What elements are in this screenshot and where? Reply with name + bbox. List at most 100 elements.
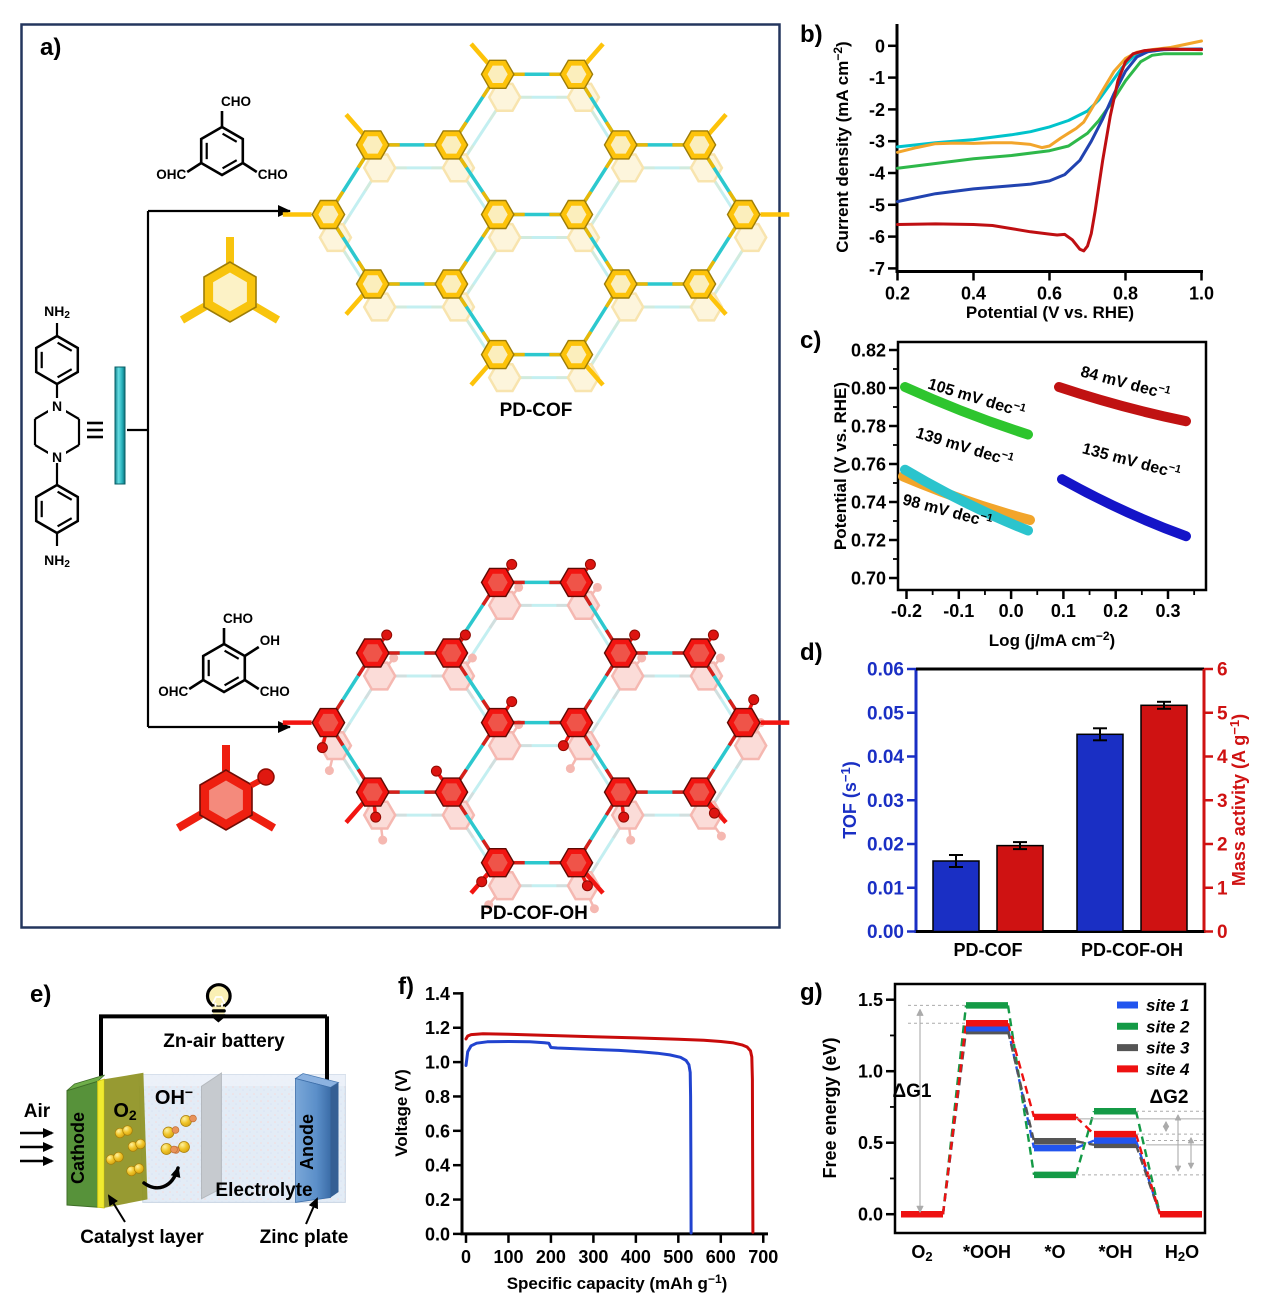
svg-text:1.0: 1.0 bbox=[1189, 284, 1214, 304]
svg-text:N: N bbox=[52, 398, 62, 414]
svg-text:0: 0 bbox=[461, 1247, 471, 1267]
svg-text:-7: -7 bbox=[869, 259, 885, 279]
svg-text:e): e) bbox=[30, 981, 51, 1008]
svg-text:Potential (V vs. RHE): Potential (V vs. RHE) bbox=[966, 303, 1134, 322]
svg-text:site 1: site 1 bbox=[1146, 996, 1189, 1015]
svg-text:0.70: 0.70 bbox=[851, 569, 886, 589]
svg-text:0: 0 bbox=[1217, 922, 1228, 943]
svg-text:site 3: site 3 bbox=[1146, 1039, 1190, 1058]
svg-text:0.80: 0.80 bbox=[851, 379, 886, 399]
svg-text:0.1: 0.1 bbox=[1051, 601, 1076, 621]
svg-text:0.04: 0.04 bbox=[867, 747, 904, 768]
svg-text:PD-COF: PD-COF bbox=[500, 400, 573, 421]
svg-text:-4: -4 bbox=[869, 164, 885, 184]
svg-text:H2O: H2O bbox=[1165, 1242, 1199, 1264]
svg-text:0.2: 0.2 bbox=[885, 284, 910, 304]
svg-text:0.01: 0.01 bbox=[867, 878, 904, 899]
svg-text:3: 3 bbox=[1217, 791, 1228, 812]
svg-text:0.82: 0.82 bbox=[851, 341, 886, 361]
svg-text:Zn-air battery: Zn-air battery bbox=[163, 1031, 285, 1052]
svg-text:Potential (V vs. RHE): Potential (V vs. RHE) bbox=[831, 382, 850, 550]
svg-text:1.0: 1.0 bbox=[858, 1062, 883, 1082]
svg-text:CHO: CHO bbox=[223, 611, 253, 626]
svg-text:200: 200 bbox=[536, 1247, 566, 1267]
svg-text:4: 4 bbox=[1217, 747, 1228, 768]
svg-text:0.8: 0.8 bbox=[1113, 284, 1138, 304]
svg-text:-3: -3 bbox=[869, 132, 885, 152]
svg-text:N: N bbox=[52, 449, 62, 465]
svg-text:CHO: CHO bbox=[260, 684, 290, 699]
svg-text:0.6: 0.6 bbox=[425, 1121, 450, 1141]
svg-text:0.03: 0.03 bbox=[867, 791, 904, 812]
svg-text:d): d) bbox=[800, 639, 823, 666]
svg-text:100: 100 bbox=[493, 1247, 523, 1267]
svg-text:Zinc plate: Zinc plate bbox=[260, 1227, 349, 1248]
svg-text:700: 700 bbox=[748, 1247, 778, 1267]
svg-text:400: 400 bbox=[621, 1247, 651, 1267]
svg-text:0.3: 0.3 bbox=[1155, 601, 1180, 621]
svg-text:a): a) bbox=[40, 34, 61, 61]
svg-text:OHC: OHC bbox=[156, 167, 186, 182]
svg-text:0: 0 bbox=[875, 36, 885, 56]
svg-text:6: 6 bbox=[1217, 660, 1228, 681]
svg-text:site 4: site 4 bbox=[1146, 1060, 1190, 1079]
svg-text:1: 1 bbox=[1217, 878, 1228, 899]
svg-text:TOF (s−1): TOF (s−1) bbox=[838, 761, 860, 839]
svg-text:2: 2 bbox=[1217, 835, 1228, 856]
svg-text:OHC: OHC bbox=[158, 684, 188, 699]
svg-text:0.2: 0.2 bbox=[1103, 601, 1128, 621]
svg-text:0.0: 0.0 bbox=[425, 1224, 450, 1244]
svg-text:-5: -5 bbox=[869, 195, 885, 215]
svg-text:f): f) bbox=[398, 973, 414, 1000]
svg-text:1.2: 1.2 bbox=[425, 1018, 450, 1038]
svg-text:0.0: 0.0 bbox=[999, 601, 1024, 621]
svg-text:Log (j/mA cm−2): Log (j/mA cm−2) bbox=[989, 629, 1115, 650]
svg-text:PD-COF-OH: PD-COF-OH bbox=[480, 903, 588, 924]
svg-text:Catalyst layer: Catalyst layer bbox=[80, 1227, 204, 1248]
svg-text:CHO: CHO bbox=[258, 167, 288, 182]
svg-text:Current density (mA cm−2): Current density (mA cm−2) bbox=[831, 41, 852, 252]
svg-text:Air: Air bbox=[24, 1101, 51, 1122]
svg-text:Voltage (V): Voltage (V) bbox=[392, 1069, 411, 1157]
svg-text:0.0: 0.0 bbox=[858, 1205, 883, 1225]
svg-text:NH2: NH2 bbox=[44, 303, 70, 321]
svg-text:O2: O2 bbox=[911, 1242, 932, 1264]
svg-text:1.0: 1.0 bbox=[425, 1053, 450, 1073]
svg-text:5: 5 bbox=[1217, 703, 1228, 724]
svg-text:-0.2: -0.2 bbox=[891, 601, 922, 621]
svg-text:OH: OH bbox=[260, 633, 280, 648]
svg-text:b): b) bbox=[800, 21, 823, 48]
svg-text:ΔG2: ΔG2 bbox=[1149, 1087, 1188, 1108]
svg-text:-6: -6 bbox=[869, 227, 885, 247]
svg-text:PD-COF: PD-COF bbox=[954, 940, 1023, 960]
svg-text:600: 600 bbox=[706, 1247, 736, 1267]
svg-text:ΔG1: ΔG1 bbox=[892, 1081, 931, 1102]
svg-text:-1: -1 bbox=[869, 68, 885, 88]
svg-text:300: 300 bbox=[578, 1247, 608, 1267]
svg-text:PD-COF-OH: PD-COF-OH bbox=[1081, 940, 1183, 960]
svg-text:0.76: 0.76 bbox=[851, 455, 886, 475]
svg-text:0.78: 0.78 bbox=[851, 417, 886, 437]
svg-text:0.02: 0.02 bbox=[867, 835, 904, 856]
svg-text:-0.1: -0.1 bbox=[943, 601, 974, 621]
svg-text:Cathode: Cathode bbox=[68, 1112, 88, 1184]
svg-text:site 2: site 2 bbox=[1146, 1017, 1190, 1036]
svg-text:Mass activity (A g−1): Mass activity (A g−1) bbox=[1227, 714, 1249, 886]
svg-text:*OH: *OH bbox=[1098, 1242, 1132, 1262]
svg-text:0.00: 0.00 bbox=[867, 922, 904, 943]
svg-text:0.4: 0.4 bbox=[961, 284, 986, 304]
svg-text:0.6: 0.6 bbox=[1037, 284, 1062, 304]
svg-text:*O: *O bbox=[1044, 1242, 1065, 1262]
svg-text:0.2: 0.2 bbox=[425, 1190, 450, 1210]
svg-text:0.72: 0.72 bbox=[851, 531, 886, 551]
svg-text:Specific capacity (mAh g−1): Specific capacity (mAh g−1) bbox=[507, 1272, 728, 1293]
svg-text:0.74: 0.74 bbox=[851, 493, 886, 513]
svg-text:NH2: NH2 bbox=[44, 552, 70, 570]
svg-text:O2: O2 bbox=[113, 1100, 137, 1123]
svg-text:Anode: Anode bbox=[297, 1114, 317, 1170]
svg-text:c): c) bbox=[800, 327, 821, 354]
svg-text:1.5: 1.5 bbox=[858, 990, 883, 1010]
svg-text:0.06: 0.06 bbox=[867, 660, 904, 681]
svg-text:Electrolyte: Electrolyte bbox=[215, 1180, 312, 1201]
svg-text:-2: -2 bbox=[869, 100, 885, 120]
